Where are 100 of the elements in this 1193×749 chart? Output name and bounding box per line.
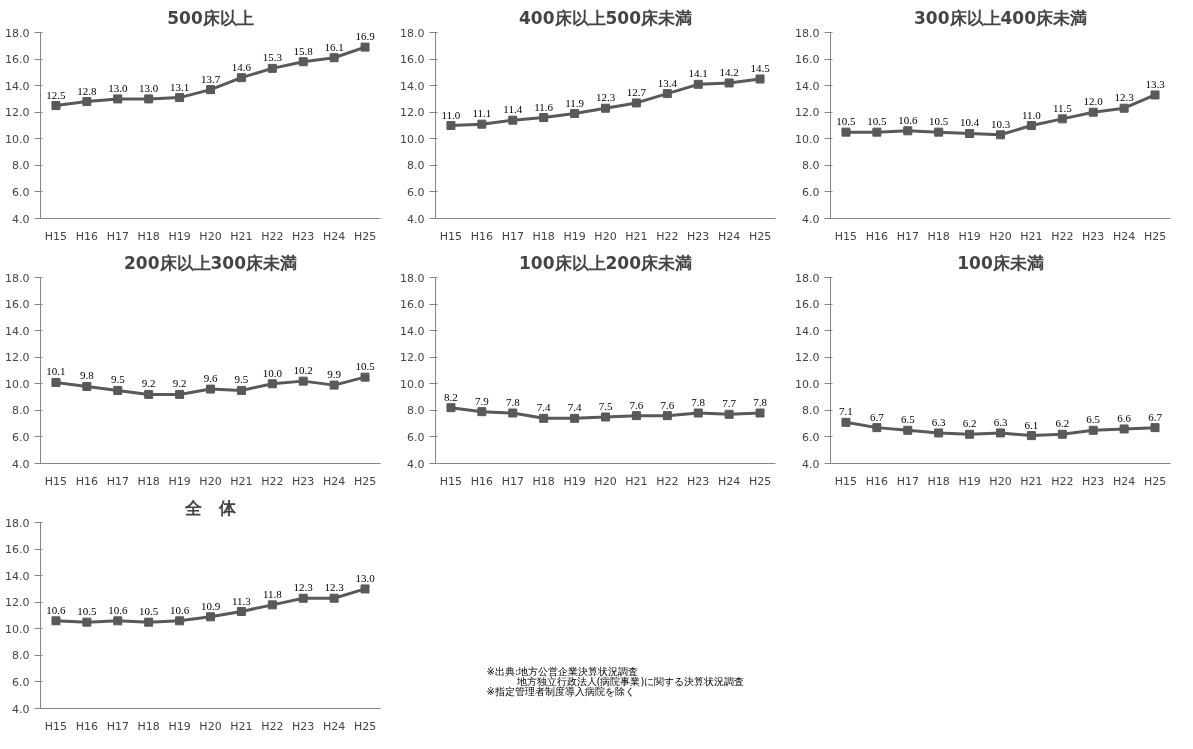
- y-tick-label: 10.0: [795, 132, 820, 146]
- x-tick-label: H21: [1020, 474, 1043, 488]
- data-label: 10.5: [867, 115, 887, 128]
- data-label: 11.6: [534, 100, 554, 113]
- x-tick-label: H15: [44, 719, 68, 733]
- data-label: 10.4: [959, 116, 980, 129]
- data-label: 13.0: [139, 81, 159, 94]
- x-tick-label: H22: [656, 229, 679, 243]
- y-tick-label: 4.0: [802, 457, 820, 471]
- y-tick-label: 18.0: [795, 271, 820, 285]
- y-tick-label: 12.0: [5, 351, 30, 365]
- y-tick-label: 14.0: [400, 79, 425, 93]
- y-tick-label: 4.0: [407, 457, 425, 471]
- data-label: 15.3: [262, 51, 283, 64]
- x-tick-label: H22: [261, 474, 284, 488]
- x-tick-label: H25: [748, 229, 772, 243]
- y-tick-label: 16.0: [5, 298, 30, 312]
- x-tick-label: H23: [687, 229, 710, 243]
- y-tick-label: 12.0: [795, 106, 820, 120]
- x-tick-label: H25: [353, 474, 377, 488]
- x-tick-label: H16: [75, 474, 99, 488]
- data-label: 10.5: [929, 115, 949, 128]
- data-label: 13.0: [355, 571, 376, 584]
- y-tick-label: 18.0: [400, 26, 425, 40]
- x-tick-label: H16: [470, 229, 494, 243]
- data-label: 13.1: [169, 80, 190, 93]
- data-label: 13.0: [108, 81, 128, 94]
- data-label: 10.6: [46, 603, 67, 616]
- x-tick-label: H18: [532, 474, 555, 488]
- data-label: 6.3: [931, 415, 947, 428]
- x-tick-label: H20: [989, 474, 1012, 488]
- chart-title: 全 体: [184, 497, 237, 518]
- data-label: 6.2: [1055, 417, 1070, 430]
- x-tick-label: H23: [1082, 229, 1105, 243]
- data-label: 11.4: [503, 103, 523, 116]
- y-tick-label: 14.0: [795, 324, 820, 338]
- y-tick-label: 6.0: [12, 430, 30, 444]
- x-tick-label: H24: [323, 229, 346, 243]
- data-label: 9.2: [141, 377, 156, 390]
- data-label: 6.7: [869, 410, 885, 423]
- text: ※出典:地方公営企業決算状況調査: [486, 665, 639, 677]
- x-tick-label: H22: [1051, 474, 1074, 488]
- data-label: 10.0: [262, 366, 283, 379]
- x-tick-label: H21: [230, 719, 253, 733]
- data-label: 10.6: [898, 113, 918, 126]
- x-tick-label: H23: [292, 229, 315, 243]
- data-label: 9.6: [203, 372, 218, 385]
- y-tick-label: 14.0: [5, 79, 30, 93]
- data-label: 10.2: [293, 364, 313, 377]
- data-label: 10.1: [46, 365, 66, 378]
- x-tick-label: H25: [353, 229, 377, 243]
- x-tick-label: H19: [958, 229, 981, 243]
- data-label: 7.7: [722, 397, 737, 410]
- x-tick-label: H19: [958, 474, 981, 488]
- data-label: 14.5: [750, 62, 771, 74]
- chart-title: 100床以上200床未満: [519, 252, 692, 273]
- x-tick-label: H22: [656, 474, 679, 488]
- x-tick-label: H17: [106, 719, 129, 733]
- data-label: 12.0: [1083, 95, 1104, 108]
- data-label: 13.3: [1145, 77, 1166, 90]
- x-tick-label: H21: [625, 229, 648, 243]
- x-tick-label: H15: [439, 474, 463, 488]
- data-label: 14.6: [231, 60, 252, 73]
- x-tick-label: H24: [323, 719, 346, 733]
- y-tick-label: 18.0: [5, 26, 30, 40]
- y-tick-label: 18.0: [795, 26, 820, 40]
- x-tick-label: H21: [1020, 229, 1043, 243]
- y-tick-label: 14.0: [5, 569, 30, 583]
- x-tick-label: H24: [718, 229, 741, 243]
- y-tick-label: 16.0: [5, 543, 30, 557]
- x-tick-label: H15: [44, 229, 68, 243]
- x-tick-label: H21: [625, 474, 648, 488]
- data-label: 7.6: [629, 398, 644, 411]
- data-label: 11.3: [231, 594, 252, 607]
- data-label: 8.2: [444, 390, 458, 403]
- chart-title: 400床以上500床未満: [519, 7, 692, 28]
- data-label: 7.4: [567, 401, 582, 414]
- data-label: 6.5: [900, 413, 916, 426]
- data-label: 6.3: [993, 415, 1008, 428]
- data-label: 11.8: [262, 587, 283, 600]
- y-tick-label: 8.0: [802, 404, 820, 418]
- y-tick-label: 6.0: [802, 430, 820, 444]
- x-tick-label: H19: [563, 474, 586, 488]
- data-label: 11.1: [472, 107, 492, 120]
- chart-title: 500床以上: [167, 7, 254, 28]
- y-tick-label: 6.0: [802, 185, 820, 199]
- x-tick-label: H23: [1082, 474, 1105, 488]
- y-tick-label: 12.0: [400, 106, 425, 120]
- x-tick-label: H17: [896, 229, 919, 243]
- y-tick-label: 8.0: [12, 404, 30, 418]
- y-tick-label: 16.0: [400, 53, 425, 67]
- data-label: 10.9: [200, 599, 221, 612]
- x-tick-label: H21: [230, 474, 253, 488]
- data-label: 7.5: [598, 400, 613, 412]
- data-label: 10.5: [355, 360, 376, 373]
- text: ※指定管理者制度導入病院を除く: [486, 686, 635, 698]
- data-label: 7.8: [505, 396, 521, 409]
- data-label: 12.3: [324, 581, 345, 594]
- x-tick-label: H16: [865, 474, 889, 488]
- x-tick-label: H17: [501, 229, 524, 243]
